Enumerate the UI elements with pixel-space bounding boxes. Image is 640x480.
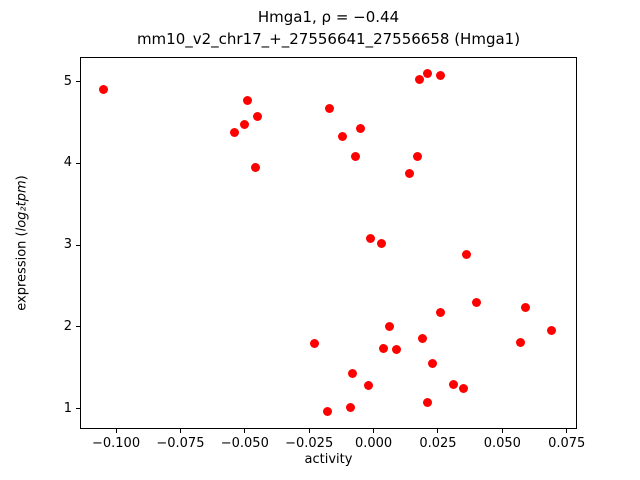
data-point: [423, 398, 433, 408]
data-point: [417, 333, 427, 343]
y-tick-label: 5: [63, 73, 72, 89]
data-point: [459, 384, 469, 394]
x-tick-mark: [437, 429, 439, 433]
x-tick-mark: [566, 429, 568, 433]
y-axis-label-math: log₂tpm: [14, 180, 30, 232]
data-point: [428, 359, 438, 369]
data-point: [376, 238, 386, 248]
data-point: [325, 104, 335, 113]
x-tick-mark: [373, 429, 375, 433]
plot-area: [80, 57, 577, 429]
data-point: [366, 234, 376, 243]
chart-title-line2: mm10_v2_chr17_+_27556641_27556658 (Hmga1…: [136, 30, 521, 48]
data-point: [338, 131, 348, 141]
y-tick-label: 2: [63, 318, 72, 334]
x-axis-label: activity: [304, 452, 353, 467]
chart-title: Hmga1, ρ = −0.44 mm10_v2_chr17_+_2755664…: [80, 6, 577, 50]
data-point: [98, 85, 108, 95]
data-point: [412, 152, 422, 162]
data-point: [363, 381, 373, 391]
y-tick-label: 1: [63, 400, 72, 416]
y-axis-label-prefix: expression (: [14, 231, 30, 311]
data-point: [392, 345, 402, 355]
x-tick-label: −0.075: [156, 436, 205, 451]
data-point: [309, 339, 319, 349]
data-point: [546, 325, 556, 335]
data-point: [379, 343, 389, 353]
data-point: [322, 407, 332, 417]
x-tick-label: 0.025: [419, 436, 457, 451]
data-point: [351, 152, 361, 162]
y-axis-label: expression (log₂tpm): [15, 175, 30, 310]
data-point: [240, 119, 250, 129]
data-point: [415, 74, 425, 84]
x-tick-label: −0.100: [91, 436, 141, 451]
data-point: [423, 68, 433, 78]
data-point: [384, 322, 394, 332]
x-tick-label: −0.025: [285, 436, 334, 451]
chart-title-line1: Hmga1, ρ = −0.44: [257, 8, 400, 26]
x-tick-mark: [179, 429, 181, 433]
data-point: [436, 71, 446, 81]
x-tick-label: −0.050: [220, 436, 269, 451]
data-point: [405, 168, 415, 178]
data-point: [242, 95, 252, 105]
data-point: [253, 112, 263, 122]
x-tick-label: 0.050: [483, 436, 521, 451]
x-tick-mark: [308, 429, 310, 433]
data-point: [348, 368, 358, 378]
data-point: [472, 297, 482, 307]
x-tick-mark: [501, 429, 503, 433]
data-point: [520, 302, 530, 312]
x-tick-mark: [115, 429, 117, 433]
y-tick-mark: [76, 408, 80, 410]
data-point: [461, 250, 471, 260]
data-point: [436, 307, 446, 317]
y-tick-mark: [76, 162, 80, 164]
x-tick-mark: [244, 429, 246, 433]
x-tick-label: 0.000: [354, 436, 393, 451]
y-axis-label-suffix: ): [14, 175, 30, 181]
y-tick-mark: [76, 81, 80, 83]
data-point: [345, 403, 355, 413]
data-point: [515, 337, 525, 347]
y-tick-label: 3: [63, 237, 72, 253]
data-point: [250, 162, 260, 172]
x-tick-label: 0.075: [548, 436, 586, 451]
y-tick-mark: [76, 244, 80, 246]
data-point: [356, 124, 366, 134]
y-tick-label: 4: [63, 155, 72, 171]
data-point: [448, 379, 458, 389]
data-point: [230, 127, 239, 137]
y-tick-mark: [76, 326, 80, 328]
